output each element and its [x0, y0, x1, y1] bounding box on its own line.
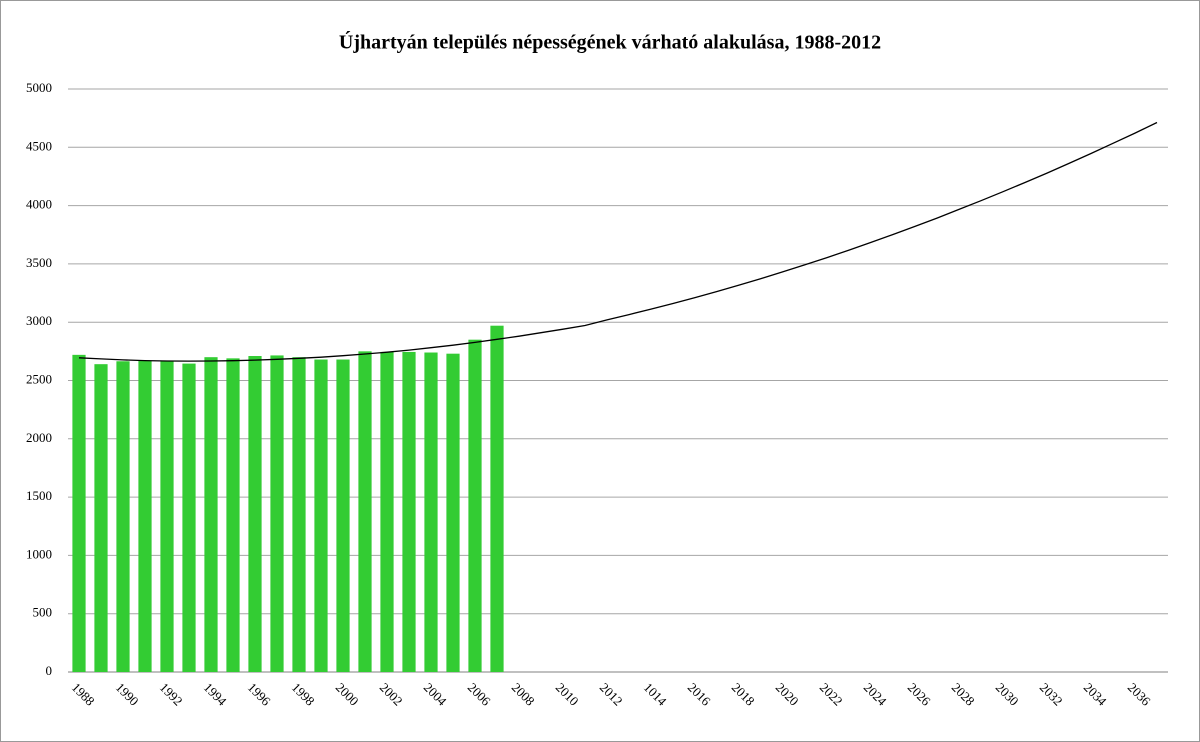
bar — [314, 359, 328, 672]
bar — [490, 325, 504, 672]
bar — [94, 364, 108, 672]
bar — [160, 360, 174, 672]
bar — [468, 339, 482, 672]
bar — [402, 351, 416, 672]
chart-title: Újhartyán település népességének várható… — [339, 30, 881, 54]
y-tick-label: 1000 — [26, 546, 52, 561]
y-tick-label: 3500 — [26, 255, 52, 270]
bar — [446, 353, 460, 672]
bar — [204, 357, 218, 672]
y-tick-label: 500 — [33, 605, 53, 620]
bar — [248, 356, 262, 672]
y-tick-label: 4000 — [26, 197, 52, 212]
trend-line — [78, 121, 1158, 362]
y-tick-label: 2000 — [26, 430, 52, 445]
bar — [138, 360, 152, 672]
bar — [358, 351, 372, 672]
y-tick-label: 2500 — [26, 371, 52, 386]
bar — [182, 363, 196, 672]
bar — [72, 354, 86, 672]
y-tick-label: 3000 — [26, 313, 52, 328]
bar — [336, 359, 350, 672]
bar — [270, 355, 284, 672]
bar — [116, 361, 130, 672]
bar — [226, 358, 240, 672]
y-tick-label: 5000 — [26, 80, 52, 95]
y-tick-label: 0 — [46, 663, 53, 678]
y-tick-label: 4500 — [26, 138, 52, 153]
bar — [424, 352, 438, 672]
y-tick-label: 1500 — [26, 488, 52, 503]
bar — [292, 357, 306, 672]
bar — [380, 351, 394, 672]
